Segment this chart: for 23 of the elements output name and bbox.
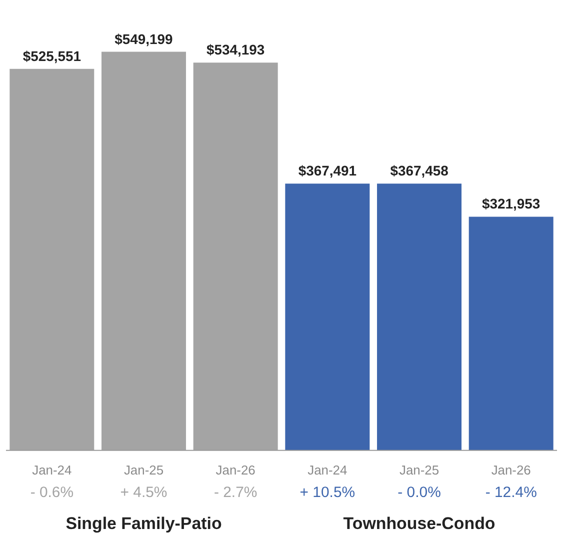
- x-tick-label: Jan-25: [124, 462, 164, 478]
- text: - 12.4%: [485, 484, 537, 502]
- text: + 10.5%: [300, 484, 356, 502]
- text: - 0.0%: [398, 484, 441, 502]
- data-label: $367,458: [390, 162, 449, 179]
- data-label: $321,953: [482, 196, 540, 212]
- x-tick-label: Jan-25: [399, 462, 440, 478]
- text: Townhouse-Condo: [343, 514, 496, 534]
- text: Single Family-Patio: [66, 514, 222, 534]
- data-label: $525,551: [22, 48, 82, 64]
- x-tick-label: Jan-24: [308, 462, 348, 478]
- data-label: $367,491: [298, 162, 357, 179]
- text: + 4.5%: [120, 484, 168, 502]
- bar: [377, 184, 462, 450]
- text: - 2.7%: [214, 484, 258, 502]
- data-label: $534,193: [206, 42, 265, 58]
- x-tick-label: Jan-26: [216, 462, 256, 478]
- data-label: $549,199: [114, 30, 174, 47]
- bar: [285, 184, 370, 450]
- x-tick-label: Jan-26: [491, 462, 531, 478]
- bar: [468, 216, 554, 450]
- text: - 0.6%: [30, 484, 74, 502]
- x-tick-label: Jan-24: [32, 462, 72, 478]
